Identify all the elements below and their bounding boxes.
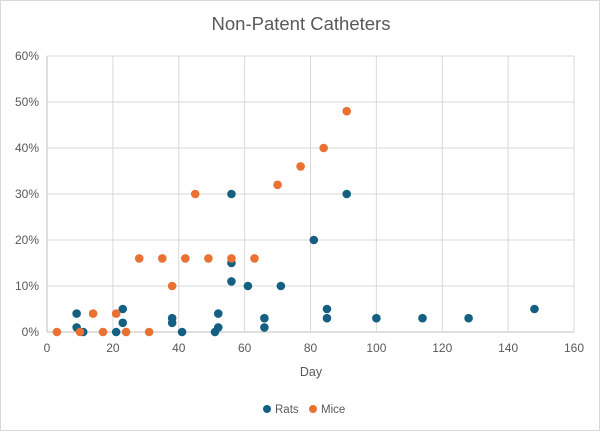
- rats-point: [530, 305, 539, 314]
- legend-marker-rats: [263, 405, 271, 413]
- legend-label-rats: Rats: [275, 404, 299, 416]
- rats-point: [342, 190, 351, 199]
- x-tick-label: 20: [106, 341, 120, 355]
- rats-point: [260, 314, 269, 323]
- mice-point: [145, 328, 154, 337]
- mice-point: [89, 309, 98, 318]
- mice-point: [191, 190, 200, 199]
- x-tick-label: 80: [304, 341, 318, 355]
- y-tick-label: 10%: [15, 279, 39, 293]
- x-tick-label: 120: [432, 341, 452, 355]
- mice-point: [168, 282, 177, 291]
- x-tick-label: 100: [366, 341, 386, 355]
- rats-point: [323, 314, 332, 323]
- mice-point: [273, 181, 282, 190]
- rats-point: [244, 282, 253, 291]
- mice-point: [135, 254, 144, 263]
- mice-point: [319, 144, 328, 153]
- mice-point: [250, 254, 259, 263]
- rats-point: [464, 314, 473, 323]
- rats-point: [227, 190, 236, 199]
- mice-point: [122, 328, 131, 337]
- mice-point: [296, 162, 305, 171]
- y-tick-label: 0%: [22, 325, 40, 339]
- x-tick-label: 160: [564, 341, 584, 355]
- rats-point: [260, 323, 269, 332]
- chart-title: Non-Patent Catheters: [212, 13, 391, 34]
- rats-point: [418, 314, 427, 323]
- legend-label-mice: Mice: [321, 404, 345, 416]
- mice-point: [181, 254, 190, 263]
- y-tick-label: 40%: [15, 141, 39, 155]
- rats-point: [178, 328, 187, 337]
- rats-point: [372, 314, 381, 323]
- rats-point: [118, 319, 127, 328]
- x-tick-label: 40: [172, 341, 186, 355]
- x-tick-label: 60: [238, 341, 252, 355]
- x-tick-label: 140: [498, 341, 518, 355]
- rats-point: [112, 328, 121, 337]
- mice-point: [99, 328, 108, 337]
- rats-point: [227, 277, 236, 286]
- y-tick-label: 20%: [15, 233, 39, 247]
- mice-point: [342, 107, 351, 116]
- y-tick-label: 30%: [15, 187, 39, 201]
- mice-point: [112, 309, 121, 318]
- rats-point: [72, 309, 81, 318]
- mice-point: [227, 254, 236, 263]
- mice-point: [204, 254, 213, 263]
- mice-point: [158, 254, 167, 263]
- y-tick-label: 60%: [15, 49, 39, 63]
- rats-point: [214, 323, 223, 332]
- mice-point: [76, 328, 85, 337]
- rats-point: [323, 305, 332, 314]
- rats-point: [168, 319, 177, 328]
- rats-point: [214, 309, 223, 318]
- x-axis-label: Day: [300, 365, 323, 379]
- rats-point: [277, 282, 286, 291]
- x-tick-label: 0: [44, 341, 51, 355]
- rats-point: [309, 236, 318, 245]
- legend-marker-mice: [309, 405, 317, 413]
- y-tick-label: 50%: [15, 95, 39, 109]
- mice-point: [53, 328, 62, 337]
